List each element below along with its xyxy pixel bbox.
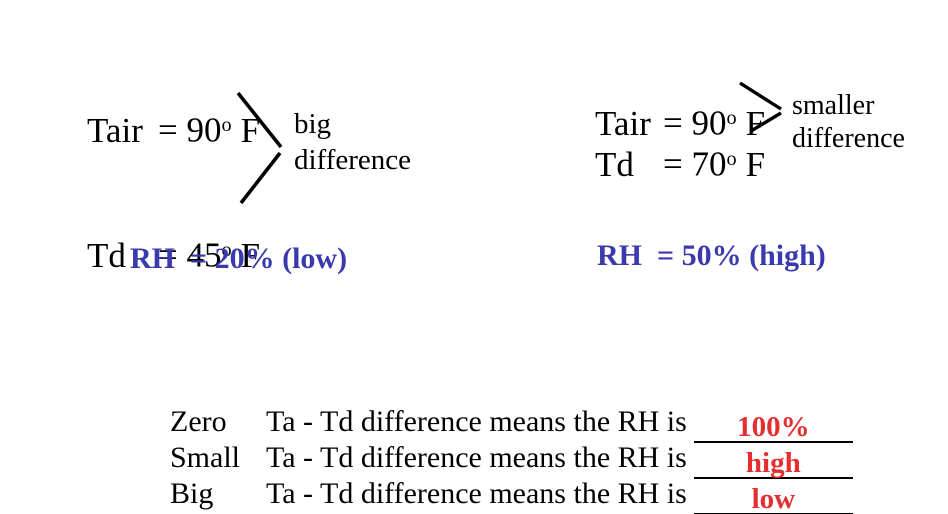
left-td-value: = 45: [158, 235, 222, 275]
left-tair-unit: F: [240, 110, 261, 150]
summary-row-big: Big Ta - Td difference means the RH is low: [140, 440, 853, 514]
summary-row-small: Small Ta - Td difference means the RH is h…: [140, 404, 853, 514]
big-difference-label: big difference: [294, 106, 411, 178]
summary-row-label: Big: [170, 477, 214, 510]
left-tair-label: Tair: [87, 110, 143, 150]
right-tair-label: Tair: [595, 103, 651, 143]
right-td-degree-symbol: o: [726, 148, 737, 170]
smaller-difference-word1: smaller: [792, 90, 875, 121]
smaller-difference-label: smaller difference: [792, 89, 905, 155]
summary-row-sentence: Ta - Td difference means the RH is: [266, 405, 687, 438]
right-tair-value: = 90: [663, 103, 727, 143]
right-td-value: = 70: [663, 144, 727, 184]
right-td-unit: F: [745, 144, 766, 184]
left-rh-result: RH = 20% (low): [130, 242, 348, 275]
summary-answer-blank: 100%: [693, 413, 853, 443]
summary-row-zero: Zero Ta - Td difference means the RH is 10…: [140, 368, 853, 479]
big-difference-word1: big: [294, 108, 332, 140]
summary-row-sentence: Ta - Td difference means the RH is: [266, 477, 687, 510]
summary-row-label: Zero: [170, 405, 227, 438]
big-difference-word2: difference: [294, 144, 411, 176]
summary-answer-blank: high: [693, 449, 853, 479]
left-td-label: Td: [87, 235, 126, 275]
right-td-label: Td: [595, 144, 634, 184]
left-tair-value: = 90: [158, 110, 222, 150]
left-td-unit: F: [240, 235, 261, 275]
summary-row-sentence: Ta - Td difference means the RH is: [266, 441, 687, 474]
left-tair-equation: Tair = 90o F: [52, 64, 260, 192]
right-tair-equation: Tair = 90o F: [560, 57, 765, 185]
smaller-difference-word2: difference: [792, 123, 905, 154]
summary-answer-blank: low: [693, 485, 853, 514]
left-tair-degree-symbol: o: [221, 114, 232, 136]
right-rh-result: RH = 50% (high): [597, 239, 826, 272]
summary-row-label: Small: [170, 441, 241, 474]
right-tair-degree-symbol: o: [726, 107, 737, 129]
left-td-degree-symbol: o: [221, 239, 232, 261]
right-td-equation: Td = 70o F: [560, 98, 765, 226]
left-td-equation: Td = 45o F: [52, 189, 260, 317]
